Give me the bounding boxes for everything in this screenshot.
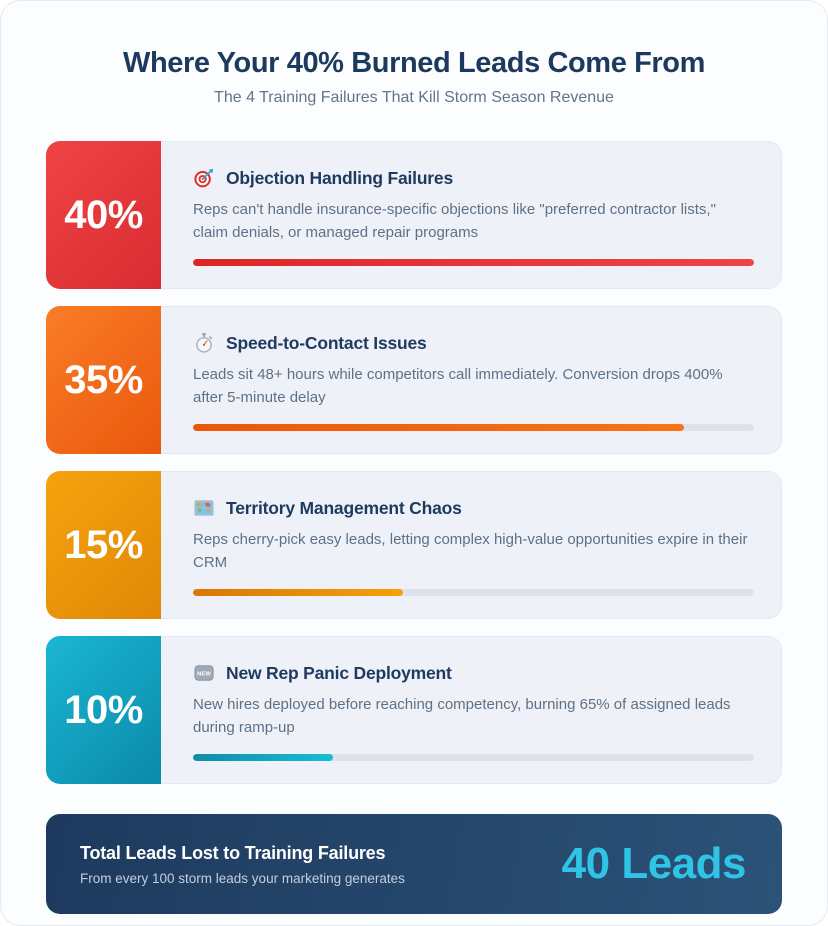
failure-title: New Rep Panic Deployment — [226, 662, 452, 683]
failure-row-speed-to-contact: 35% Speed-to-C — [46, 306, 782, 454]
failure-title: Territory Management Chaos — [226, 497, 462, 518]
failure-description: New hires deployed before reaching compe… — [193, 696, 731, 736]
progress-fill — [193, 754, 334, 761]
failure-description: Leads sit 48+ hours while competitors ca… — [193, 366, 723, 406]
page-title: Where Your 40% Burned Leads Come From — [123, 47, 705, 79]
total-summary-banner: Total Leads Lost to Training Failures Fr… — [46, 814, 782, 914]
failure-card: NEW New Rep Panic Deployment New hires d… — [161, 636, 782, 784]
failure-row-new-rep-deployment: 10% NEW New Rep Panic Deployment New hir… — [46, 636, 782, 784]
failure-card: Territory Management Chaos Reps cherry-p… — [161, 471, 782, 619]
percent-block: 35% — [46, 306, 161, 454]
failure-description: Reps cherry-pick easy leads, letting com… — [193, 531, 748, 571]
failure-row-territory-management: 15% Territory Management Chao — [46, 471, 782, 619]
failure-card: Speed-to-Contact Issues Leads sit 48+ ho… — [161, 306, 782, 454]
failure-title: Speed-to-Contact Issues — [226, 332, 427, 353]
progress-track — [193, 589, 754, 596]
failure-card: Objection Handling Failures Reps can't h… — [161, 141, 782, 289]
percent-label: 15% — [64, 522, 143, 567]
percent-label: 10% — [64, 687, 143, 732]
progress-track — [193, 754, 754, 761]
failure-description: Reps can't handle insurance-specific obj… — [193, 201, 716, 241]
progress-track — [193, 424, 754, 431]
percent-block: 10% — [46, 636, 161, 784]
new-badge-icon: NEW — [193, 662, 215, 684]
percent-label: 40% — [64, 192, 143, 237]
percent-label: 35% — [64, 357, 143, 402]
svg-text:NEW: NEW — [197, 671, 211, 677]
target-icon — [193, 167, 215, 189]
progress-fill — [193, 424, 684, 431]
percent-block: 15% — [46, 471, 161, 619]
header: Where Your 40% Burned Leads Come From Th… — [1, 47, 827, 107]
failure-list: 40% Objection — [46, 141, 782, 784]
page-subtitle: The 4 Training Failures That Kill Storm … — [214, 89, 614, 106]
total-leads-value: 40 Leads — [561, 839, 747, 888]
world-map-icon — [193, 497, 215, 519]
summary-title: Total Leads Lost to Training Failures — [80, 842, 386, 863]
stopwatch-icon — [193, 332, 215, 354]
progress-fill — [193, 589, 404, 596]
progress-fill — [193, 259, 754, 266]
progress-track — [193, 259, 754, 266]
failure-row-objection-handling: 40% Objection — [46, 141, 782, 289]
summary-text: Total Leads Lost to Training Failures Fr… — [80, 843, 405, 886]
percent-block: 40% — [46, 141, 161, 289]
failure-title: Objection Handling Failures — [226, 167, 453, 188]
summary-subtitle: From every 100 storm leads your marketin… — [80, 870, 405, 886]
